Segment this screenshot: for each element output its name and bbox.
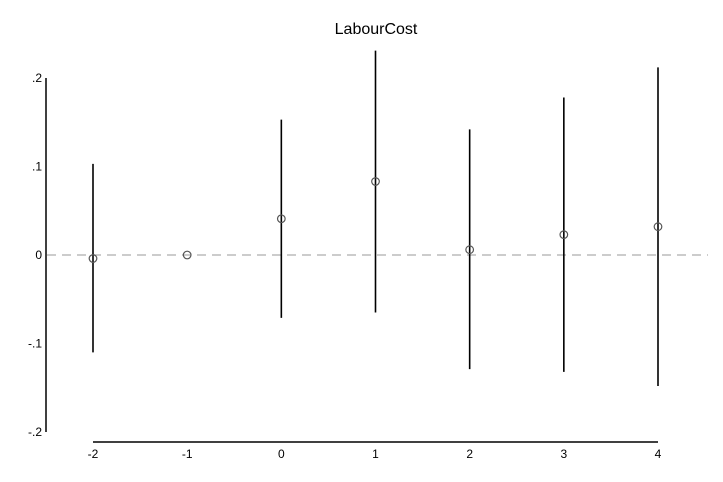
chart-title: LabourCost (335, 21, 418, 38)
data-point (182, 250, 192, 260)
data-point (559, 230, 569, 240)
y-tick-label: .2 (32, 71, 42, 85)
y-tick-label: -.2 (28, 425, 42, 439)
data-point (88, 254, 98, 263)
x-tick-label: -2 (88, 447, 99, 461)
data-point (653, 222, 663, 232)
axes: -.2 -.1 0 .1 .2 -2 -1 0 1 2 3 4 (28, 71, 662, 461)
x-tick-label: 2 (466, 447, 473, 461)
data-point (276, 214, 286, 224)
data-point (371, 177, 380, 186)
y-tick-label: .1 (32, 160, 42, 174)
x-tick-label: 4 (655, 447, 662, 461)
x-tick-label: 0 (278, 447, 285, 461)
x-tick-label: 1 (372, 447, 379, 461)
data-point (465, 245, 475, 255)
marks-group (88, 50, 663, 386)
x-tick-label: 3 (560, 447, 567, 461)
x-tick-label: -1 (182, 447, 193, 461)
y-tick-label: -.1 (28, 337, 42, 351)
y-tick-label: 0 (35, 248, 42, 262)
